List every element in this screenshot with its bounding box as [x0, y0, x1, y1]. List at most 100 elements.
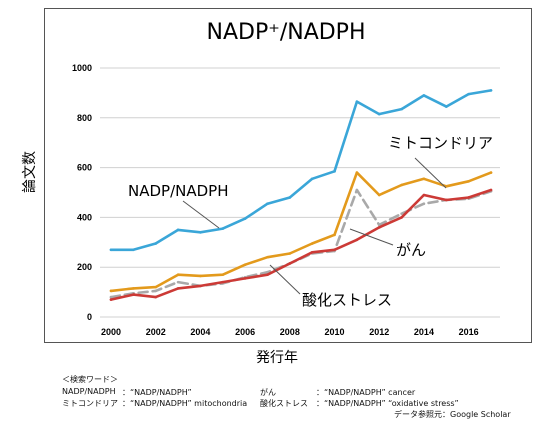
data-point	[132, 287, 135, 290]
data-point	[176, 287, 180, 290]
data-point	[467, 196, 470, 199]
data-point	[310, 250, 314, 254]
data-point	[176, 228, 180, 232]
data-point	[132, 248, 135, 252]
y-tick-label: 1000	[72, 63, 92, 73]
data-point	[154, 285, 158, 289]
y-tick-label: 400	[77, 212, 92, 222]
data-point	[400, 107, 403, 111]
note-query-oxidative: ：“NADP/NADPH” “oxidative stress”	[316, 399, 459, 408]
series-line-3	[109, 188, 493, 301]
annotation-leader	[349, 228, 394, 246]
data-point	[377, 193, 381, 197]
data-point	[310, 177, 314, 181]
data-point	[288, 252, 292, 255]
data-point	[422, 202, 426, 206]
notes-heading: ＜検索ワード＞	[62, 375, 118, 384]
data-point	[489, 171, 493, 174]
data-point	[400, 216, 403, 219]
data-point	[400, 212, 403, 215]
data-point	[109, 289, 113, 293]
note-query-nadp: ：“NADP/NADPH”	[122, 388, 192, 397]
data-point	[377, 223, 381, 227]
x-tick-label: 2004	[190, 327, 210, 337]
series-line-1	[109, 171, 493, 293]
data-point	[355, 238, 359, 242]
series-annotation: NADP/NADPH	[128, 182, 229, 200]
data-point	[467, 179, 470, 183]
data-point	[444, 198, 448, 202]
data-point	[467, 92, 470, 96]
data-point	[355, 100, 359, 103]
note-term-cancer: がん	[260, 388, 276, 397]
x-tick-label: 2012	[369, 327, 389, 337]
data-point	[199, 231, 202, 234]
data-point	[221, 227, 225, 230]
annotation-leader	[414, 157, 447, 189]
data-point	[154, 289, 158, 293]
x-tick-label: 2010	[325, 327, 345, 337]
x-tick-label: 2006	[235, 327, 255, 337]
data-point	[243, 217, 247, 220]
data-point	[489, 188, 493, 192]
x-tick-label: 2014	[414, 327, 434, 337]
data-point	[266, 270, 269, 274]
data-point	[310, 242, 314, 245]
series-annotation: ミトコンドリア	[388, 134, 493, 152]
data-point	[333, 233, 336, 237]
data-point	[221, 280, 225, 284]
data-point	[422, 193, 426, 197]
data-point	[266, 273, 269, 276]
x-tick-label: 2008	[280, 327, 300, 337]
data-point	[444, 184, 448, 188]
data-point	[266, 202, 269, 206]
series-line-0	[109, 89, 493, 252]
data-point	[176, 280, 180, 284]
data-point	[109, 298, 113, 301]
data-point	[154, 295, 158, 299]
data-point	[400, 183, 403, 187]
data-point	[221, 273, 225, 276]
x-tick-label: 2002	[146, 327, 166, 337]
y-tick-label: 200	[77, 262, 92, 272]
chart-title: NADP⁺/NADPH	[207, 20, 366, 45]
data-point	[266, 255, 269, 259]
y-tick-label: 600	[77, 163, 92, 173]
data-point	[288, 262, 292, 265]
data-point	[132, 293, 135, 296]
data-point	[288, 196, 292, 199]
data-point	[109, 248, 113, 252]
data-point	[444, 105, 448, 108]
data-point	[422, 177, 426, 181]
annotation-leader	[182, 200, 220, 229]
x-tick-label: 2000	[101, 327, 121, 337]
data-point	[199, 274, 202, 278]
x-axis-label: 発行年	[256, 350, 298, 366]
y-axis-label: 論文数	[22, 151, 38, 193]
series-annotation: がん	[396, 241, 426, 259]
chart-frame	[44, 8, 532, 343]
note-term-mito: ミトコンドリア	[62, 399, 118, 408]
data-point	[377, 112, 381, 116]
note-query-mito: ：“NADP/NADPH” mitochondria	[122, 399, 248, 408]
note-query-cancer: ：“NADP/NADPH” cancer	[316, 388, 416, 397]
annotation-leader	[269, 264, 301, 295]
data-point	[355, 188, 359, 192]
data-point	[109, 295, 113, 299]
data-point	[377, 226, 381, 229]
data-point	[422, 94, 426, 97]
data-point	[333, 248, 336, 252]
data-point	[489, 89, 493, 92]
series-annotation: 酸化ストレス	[302, 291, 392, 309]
data-source: データ参照元：Google Scholar	[394, 410, 511, 419]
y-tick-label: 800	[77, 113, 92, 123]
y-tick-label: 0	[87, 312, 92, 322]
data-point	[355, 171, 359, 174]
note-term-oxidative: 酸化ストレス	[260, 399, 308, 408]
x-tick-label: 2016	[459, 327, 479, 337]
note-term-nadp: NADP/NADPH	[62, 387, 116, 396]
data-point	[154, 242, 158, 245]
search-terms-notes: ＜検索ワード＞ NADP/NADPH ：“NADP/NADPH” ミトコンドリア…	[62, 374, 532, 438]
data-point	[333, 170, 336, 173]
